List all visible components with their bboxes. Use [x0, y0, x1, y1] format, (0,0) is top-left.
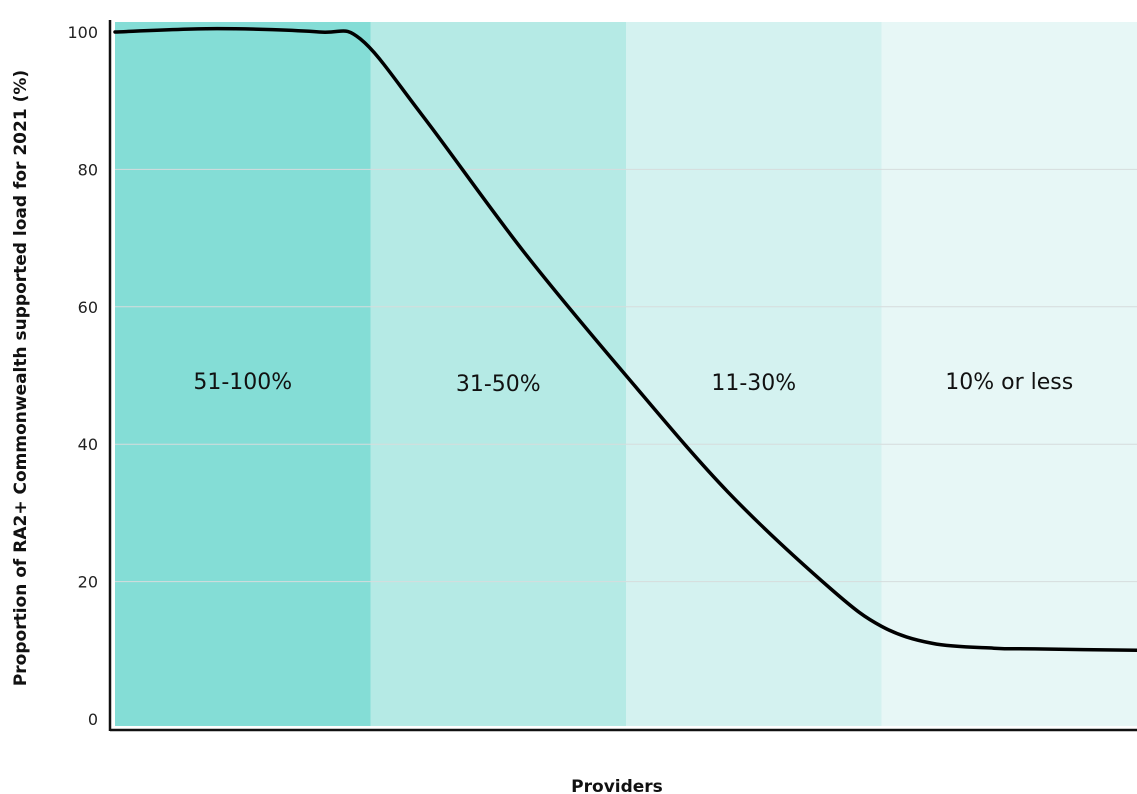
gridlines — [115, 168, 1137, 583]
y-tick-labels: 0 20 40 60 80 100 — [67, 23, 98, 729]
band-label-0: 51-100% — [193, 370, 292, 395]
series-line — [113, 26, 1137, 653]
band-label-2: 11-30% — [711, 371, 796, 396]
y-tick-20: 20 — [78, 573, 98, 592]
band-3 — [881, 22, 1137, 726]
y-tick-80: 80 — [78, 160, 98, 179]
y-tick-60: 60 — [78, 298, 98, 317]
band-0 — [115, 22, 371, 726]
band-labels: 51-100% 31-50% 11-30% 10% or less — [193, 370, 1073, 397]
bands-layer — [115, 22, 1137, 726]
band-1 — [370, 22, 627, 726]
band-label-3: 10% or less — [945, 370, 1073, 395]
y-tick-100: 100 — [67, 23, 98, 42]
y-axis-title: Proportion of RA2+ Commonwealth supporte… — [11, 70, 31, 686]
x-axis-title: Providers — [571, 777, 663, 794]
band-2 — [626, 22, 882, 726]
y-tick-40: 40 — [78, 435, 98, 454]
y-tick-0: 0 — [88, 710, 98, 729]
band-label-1: 31-50% — [456, 372, 541, 397]
